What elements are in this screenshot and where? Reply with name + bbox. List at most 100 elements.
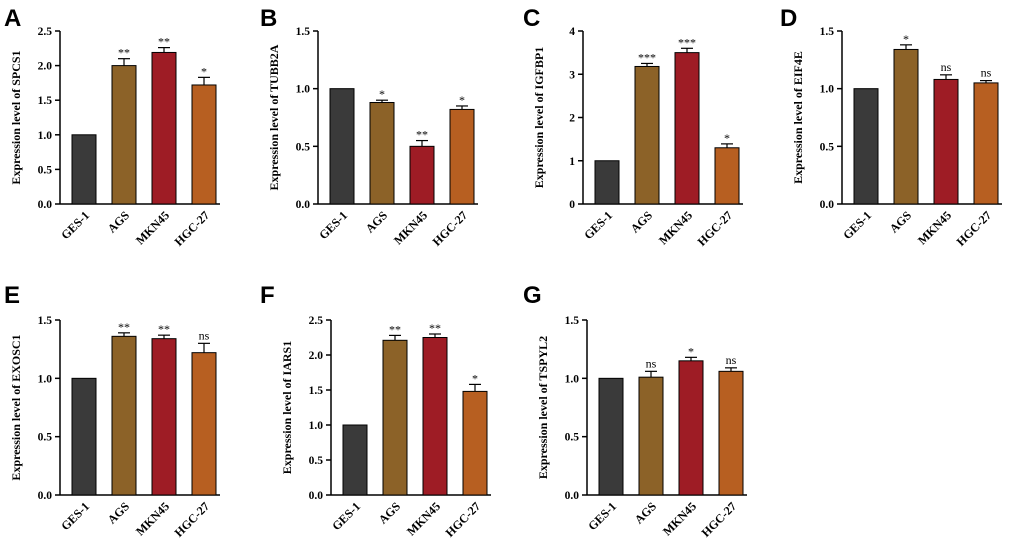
y-axis-title: Expression level of EXOSC1 — [9, 334, 23, 480]
category-label: AGS — [632, 499, 660, 527]
category-label: MKN45 — [660, 499, 699, 538]
category-label: GES-1 — [329, 499, 363, 533]
y-tick-label: 0.5 — [565, 432, 580, 444]
significance-label: * — [459, 93, 465, 107]
significance-label: ns — [199, 328, 210, 342]
bar-hgc-27 — [462, 390, 488, 496]
bar-ges-1 — [598, 377, 624, 496]
category-label: MKN45 — [915, 208, 954, 247]
panel-d: D 0.0 0.5 1.0 1.5 Expression level of EIF4E GE… — [780, 5, 1002, 249]
significance-label: ** — [389, 322, 401, 336]
bar-ags — [111, 335, 137, 496]
bar-ags — [369, 102, 395, 205]
significance-label: ** — [158, 322, 170, 336]
category-label: HGC-27 — [443, 499, 484, 540]
category-label: HGC-27 — [430, 208, 471, 249]
significance-label: * — [379, 87, 385, 101]
bar-ges-1 — [71, 377, 97, 496]
category-label: AGS — [628, 208, 656, 236]
y-tick-label: 0.5 — [820, 141, 835, 153]
bar-ges-1 — [594, 160, 620, 205]
bar-ges-1 — [853, 88, 879, 205]
y-tick-label: 0.5 — [38, 164, 53, 176]
y-tick-label: 0 — [569, 199, 575, 211]
category-label: MKN45 — [133, 499, 172, 538]
significance-label: ns — [726, 353, 737, 367]
bar-hgc-27 — [449, 108, 475, 205]
bar-ges-1 — [329, 88, 355, 205]
y-tick-label: 1.0 — [296, 84, 311, 96]
y-tick-label: 1.5 — [309, 385, 324, 397]
significance-label: ns — [981, 66, 992, 80]
category-label: GES-1 — [585, 499, 619, 533]
panel-letter: D — [780, 5, 797, 32]
y-tick-label: 0.0 — [565, 490, 580, 502]
category-label: MKN45 — [391, 208, 430, 247]
y-tick-label: 1.0 — [38, 373, 53, 385]
significance-label: ns — [646, 356, 657, 370]
significance-label: * — [724, 131, 730, 145]
y-tick-label: 1.0 — [309, 420, 324, 432]
category-label: GES-1 — [58, 208, 92, 242]
category-label: HGC-27 — [695, 208, 736, 249]
bar-ags — [893, 48, 919, 205]
significance-label: ** — [158, 35, 170, 49]
y-tick-label: 0.0 — [38, 199, 53, 211]
panel-b: B 0.0 0.5 1.0 1.5 Expression level of TUBB2A G… — [260, 5, 478, 249]
y-tick-label: 0.0 — [309, 490, 324, 502]
category-label: HGC-27 — [172, 499, 213, 540]
y-tick-label: 0.5 — [38, 432, 53, 444]
category-label: AGS — [105, 499, 133, 527]
category-label: MKN45 — [404, 499, 443, 538]
y-axis-title: Expression level of SPCS1 — [9, 50, 23, 184]
significance-label: ** — [429, 321, 441, 335]
category-label: AGS — [105, 208, 133, 236]
panel-g: G 0.0 0.5 1.0 1.5 Expression level of TSPYL2 G… — [523, 282, 747, 540]
bar-hgc-27 — [191, 84, 217, 205]
bar-mkn45 — [409, 145, 435, 205]
bar-hgc-27 — [191, 352, 217, 496]
category-label: AGS — [376, 499, 404, 527]
y-axis-title: Expression level of IARS1 — [280, 341, 294, 474]
category-label: HGC-27 — [699, 499, 740, 540]
significance-label: ** — [416, 128, 428, 142]
panel-letter: C — [523, 5, 540, 32]
category-label: GES-1 — [316, 208, 350, 242]
y-tick-label: 2.0 — [38, 61, 53, 73]
bar-ags — [638, 376, 664, 496]
y-tick-label: 3 — [569, 69, 575, 81]
y-tick-label: 0.5 — [309, 455, 324, 467]
y-tick-label: 0.0 — [296, 199, 311, 211]
bar-mkn45 — [678, 360, 704, 496]
y-axis-title: Expression level of TUBB2A — [267, 44, 281, 190]
category-label: GES-1 — [581, 208, 615, 242]
category-label: HGC-27 — [172, 208, 213, 249]
bar-hgc-27 — [973, 82, 999, 205]
y-axis-title: Expression level of TSPYL2 — [536, 336, 550, 479]
significance-label: * — [903, 32, 909, 46]
bar-ags — [382, 339, 408, 496]
y-tick-label: 1.0 — [820, 84, 835, 96]
bar-mkn45 — [674, 52, 700, 205]
y-tick-label: 1.0 — [38, 130, 53, 142]
y-tick-label: 0.5 — [296, 141, 311, 153]
y-tick-label: 1.5 — [38, 315, 53, 327]
bar-ags — [634, 65, 660, 205]
y-tick-label: 1.0 — [565, 373, 580, 385]
category-label: AGS — [887, 208, 915, 236]
significance-label: ** — [118, 320, 130, 334]
y-axis-title: Expression level of EIF4E — [791, 51, 805, 184]
significance-label: * — [688, 344, 694, 358]
category-label: MKN45 — [133, 208, 172, 247]
bar-mkn45 — [422, 337, 448, 496]
significance-label: * — [472, 371, 478, 385]
bar-mkn45 — [151, 51, 177, 205]
category-label: GES-1 — [58, 499, 92, 533]
y-tick-label: 2 — [569, 113, 575, 125]
y-tick-label: 1.5 — [820, 26, 835, 38]
y-tick-label: 0.0 — [38, 490, 53, 502]
panel-letter: F — [260, 282, 275, 309]
significance-label: * — [201, 64, 207, 78]
bar-ges-1 — [342, 424, 368, 496]
